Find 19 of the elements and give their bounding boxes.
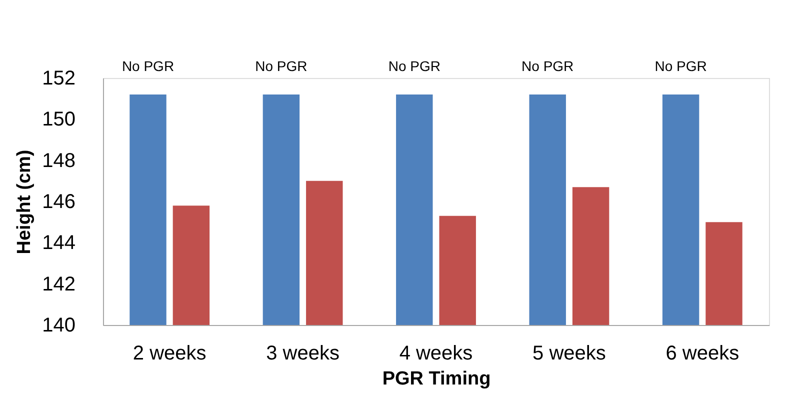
x-tick-label: 6 weeks	[666, 342, 740, 364]
y-tick-label: 152	[42, 68, 76, 90]
text: No PGR	[122, 58, 174, 74]
y-tick-label: 140	[42, 314, 76, 336]
x-tick-label: 4 weeks	[399, 342, 473, 364]
text: No PGR	[522, 58, 574, 74]
y-tick-label: 146	[42, 191, 76, 213]
x-tick-label: 3 weeks	[266, 342, 340, 364]
y-axis-title: Height (cm)	[14, 150, 36, 254]
text: No PGR	[388, 58, 440, 74]
x-axis-title: PGR Timing	[382, 368, 491, 390]
x-tick-label: 2 weeks	[132, 342, 206, 364]
x-tick-label: 5 weeks	[532, 342, 606, 364]
y-tick-label: 142	[42, 273, 76, 296]
text: No PGR	[255, 58, 308, 74]
y-tick-label: 148	[42, 150, 76, 172]
y-tick-label: 150	[42, 108, 76, 131]
y-tick-label: 144	[42, 232, 76, 254]
text: No PGR	[654, 58, 707, 74]
